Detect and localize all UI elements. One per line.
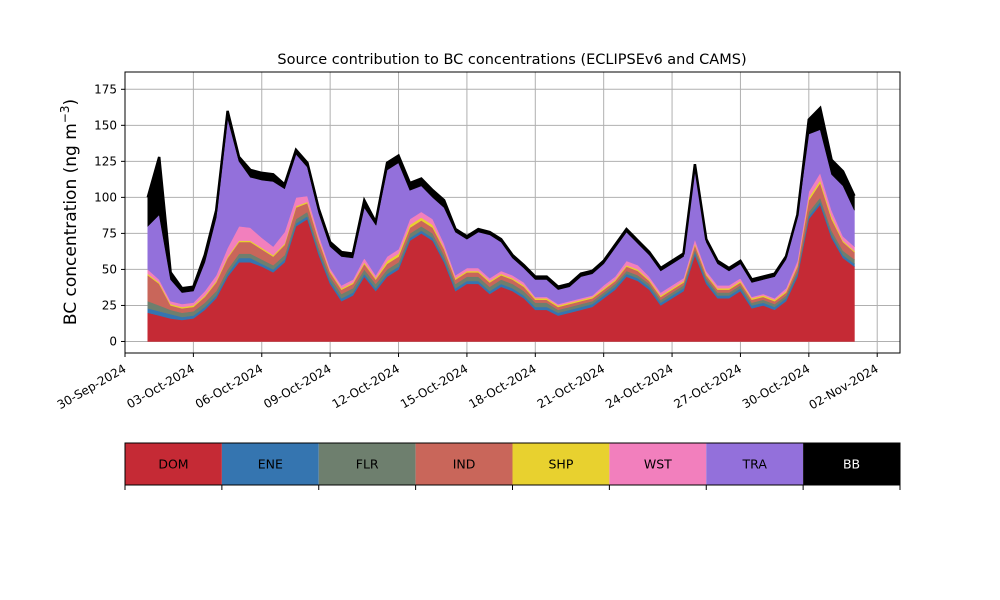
legend-swatch-dom [125, 443, 222, 485]
y-tick-label: 100 [94, 190, 117, 204]
legend-label-bb: BB [843, 457, 860, 472]
legend-label-ene: ENE [258, 457, 283, 472]
x-tick-label: 02-Nov-2024 [807, 361, 881, 412]
y-tick-label: 0 [109, 334, 117, 348]
x-tick-label: 15-Oct-2024 [398, 361, 470, 411]
legend-label-flr: FLR [356, 457, 379, 472]
legend-label-ind: IND [453, 457, 476, 472]
y-tick-label: 125 [94, 154, 117, 168]
legend-swatch-tra [706, 443, 804, 485]
legend-swatch-ene [221, 443, 319, 485]
x-tick-label: 27-Oct-2024 [672, 361, 744, 411]
legend-label-shp: SHP [549, 457, 574, 472]
y-tick-label: 75 [102, 226, 117, 240]
legend: DOM ENE FLR IND SHP WST TRA BB [124, 442, 901, 490]
x-tick-label: 18-Oct-2024 [466, 361, 538, 411]
y-tick-label: 25 [102, 298, 117, 312]
y-tick-label: 175 [94, 82, 117, 96]
x-axis: 30-Sep-202403-Oct-202406-Oct-202409-Oct-… [55, 353, 881, 412]
y-axis-label: BC concentration (ng m−3) [58, 99, 81, 325]
y-axis-label-sup: −3 [58, 105, 72, 123]
x-tick-label: 30-Sep-2024 [55, 361, 129, 412]
legend-label-tra: TRA [742, 457, 768, 472]
legend-swatch-wst [609, 443, 707, 485]
x-tick-label: 30-Oct-2024 [740, 361, 812, 411]
legend-swatch-flr [318, 443, 416, 485]
legend-swatch-ind [415, 443, 513, 485]
bb-outline [146, 105, 856, 290]
x-tick-label: 24-Oct-2024 [603, 361, 675, 411]
y-tick-label: 150 [94, 118, 117, 132]
x-tick-label: 03-Oct-2024 [124, 361, 196, 411]
y-axis-label-close: ) [61, 99, 81, 106]
y-axis: 0 25 50 75 100 125 150 175 [94, 82, 125, 348]
chart-title: Source contribution to BC concentrations… [277, 52, 746, 68]
stacked-area-series [147, 107, 855, 342]
x-tick-label: 21-Oct-2024 [535, 361, 607, 411]
legend-swatch-bb [803, 443, 900, 485]
x-tick-label: 09-Oct-2024 [261, 361, 333, 411]
legend-label-dom: DOM [158, 457, 188, 472]
y-tick-label: 50 [102, 262, 117, 276]
x-tick-label: 12-Oct-2024 [330, 361, 402, 411]
plot-frame [124, 71, 901, 354]
legend-swatch-shp [512, 443, 610, 485]
legend-label-wst: WST [644, 457, 672, 472]
y-axis-label-main: BC concentration (ng m [61, 123, 81, 325]
x-tick-label: 06-Oct-2024 [193, 361, 265, 411]
